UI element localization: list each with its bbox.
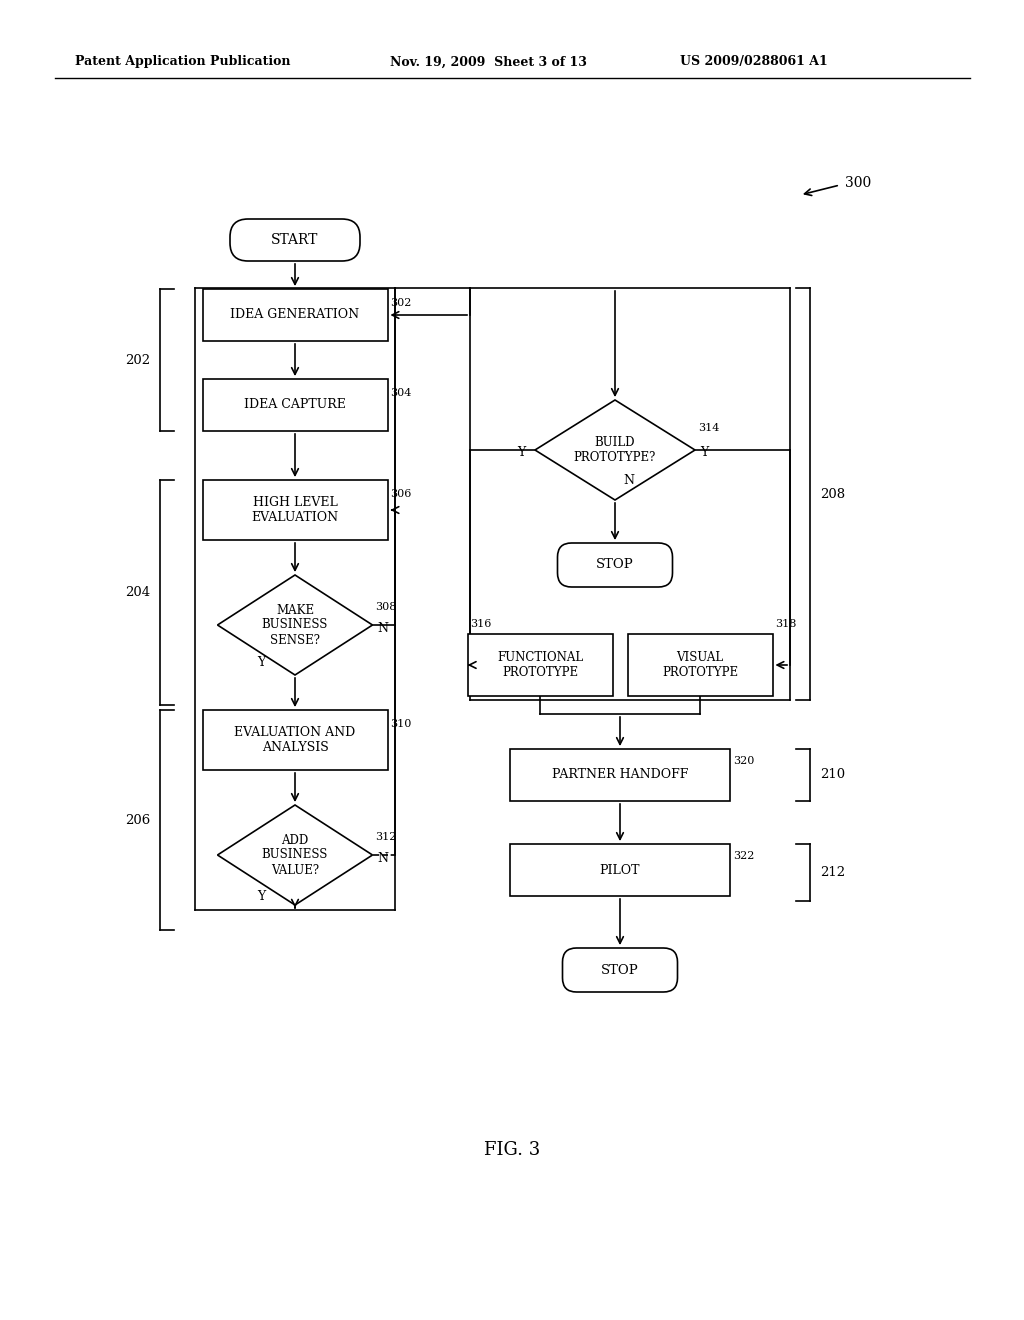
Text: 310: 310	[390, 719, 412, 729]
FancyBboxPatch shape	[203, 480, 387, 540]
FancyBboxPatch shape	[468, 634, 612, 696]
FancyBboxPatch shape	[510, 748, 730, 801]
Text: 312: 312	[376, 832, 397, 842]
Text: Y: Y	[257, 891, 265, 903]
Text: EVALUATION AND
ANALYSIS: EVALUATION AND ANALYSIS	[234, 726, 355, 754]
Text: 208: 208	[820, 487, 845, 500]
Text: Y: Y	[700, 446, 709, 459]
Text: PARTNER HANDOFF: PARTNER HANDOFF	[552, 768, 688, 781]
FancyBboxPatch shape	[557, 543, 673, 587]
Text: 316: 316	[470, 619, 492, 630]
Text: N: N	[378, 622, 388, 635]
Text: IDEA CAPTURE: IDEA CAPTURE	[244, 399, 346, 412]
Text: Nov. 19, 2009  Sheet 3 of 13: Nov. 19, 2009 Sheet 3 of 13	[390, 55, 587, 69]
Text: VISUAL
PROTOTYPE: VISUAL PROTOTYPE	[662, 651, 738, 678]
Text: HIGH LEVEL
EVALUATION: HIGH LEVEL EVALUATION	[252, 496, 339, 524]
Text: MAKE
BUSINESS
SENSE?: MAKE BUSINESS SENSE?	[262, 603, 328, 647]
Text: N: N	[623, 474, 634, 487]
Polygon shape	[535, 400, 695, 500]
Text: STOP: STOP	[601, 964, 639, 977]
Text: US 2009/0288061 A1: US 2009/0288061 A1	[680, 55, 827, 69]
Text: 308: 308	[376, 602, 397, 612]
Text: 202: 202	[125, 354, 150, 367]
FancyBboxPatch shape	[230, 219, 360, 261]
Text: Y: Y	[517, 446, 525, 459]
Text: 300: 300	[845, 176, 871, 190]
Text: 322: 322	[733, 851, 755, 861]
Text: 302: 302	[390, 298, 412, 308]
Text: START: START	[271, 234, 318, 247]
FancyBboxPatch shape	[562, 948, 678, 993]
Text: FIG. 3: FIG. 3	[484, 1140, 540, 1159]
Text: 206: 206	[125, 813, 150, 826]
Text: Y: Y	[257, 656, 265, 669]
Text: ADD
BUSINESS
VALUE?: ADD BUSINESS VALUE?	[262, 833, 328, 876]
Text: BUILD
PROTOTYPE?: BUILD PROTOTYPE?	[573, 436, 656, 465]
Text: FUNCTIONAL
PROTOTYPE: FUNCTIONAL PROTOTYPE	[497, 651, 583, 678]
FancyBboxPatch shape	[203, 379, 387, 432]
Text: 306: 306	[390, 488, 412, 499]
Text: 304: 304	[390, 388, 412, 399]
Text: 210: 210	[820, 768, 845, 781]
Text: 314: 314	[698, 422, 720, 433]
Text: Patent Application Publication: Patent Application Publication	[75, 55, 291, 69]
Text: IDEA GENERATION: IDEA GENERATION	[230, 309, 359, 322]
Text: 320: 320	[733, 756, 755, 766]
Text: N: N	[378, 851, 388, 865]
Text: 212: 212	[820, 866, 845, 879]
FancyBboxPatch shape	[203, 710, 387, 770]
Polygon shape	[217, 805, 373, 906]
Polygon shape	[217, 576, 373, 675]
FancyBboxPatch shape	[203, 289, 387, 341]
Text: PILOT: PILOT	[600, 863, 640, 876]
Text: STOP: STOP	[596, 558, 634, 572]
Text: 318: 318	[775, 619, 797, 630]
Text: 204: 204	[125, 586, 150, 599]
FancyBboxPatch shape	[510, 843, 730, 896]
FancyBboxPatch shape	[628, 634, 772, 696]
